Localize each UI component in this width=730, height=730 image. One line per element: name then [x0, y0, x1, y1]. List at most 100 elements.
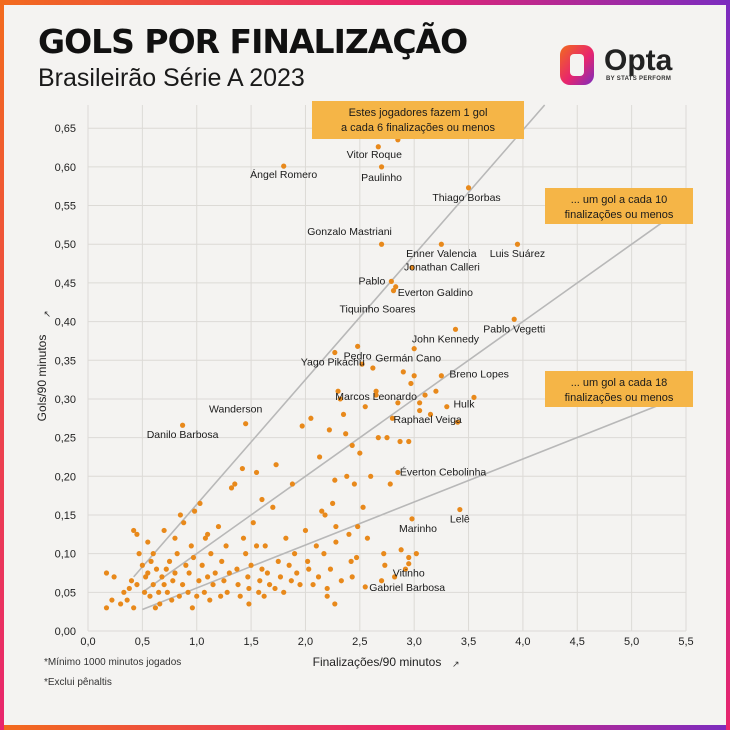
data-point: [259, 566, 265, 572]
labeled-data-point: [355, 343, 361, 349]
data-point: [378, 578, 385, 584]
data-point: [400, 369, 406, 375]
y-tick-label: 0,05: [55, 587, 76, 599]
data-point: [364, 535, 371, 541]
x-tick-label: 0,0: [80, 636, 95, 648]
data-point: [111, 574, 117, 580]
x-tick-label: 5,0: [624, 636, 639, 648]
data-point: [337, 396, 343, 402]
reference-line: [141, 204, 687, 593]
data-point: [321, 551, 327, 557]
data-point: [283, 535, 289, 541]
data-point: [145, 570, 151, 576]
data-point: [210, 581, 216, 588]
labeled-data-point: [281, 163, 287, 169]
data-point: [327, 566, 334, 572]
data-point: [277, 574, 284, 580]
labeled-data-point: [406, 561, 412, 567]
data-point: [370, 365, 376, 371]
data-point: [411, 373, 417, 379]
x-tick-label: 5,5: [678, 636, 693, 648]
data-point: [164, 589, 170, 595]
y-tick-label: 0,65: [55, 123, 76, 135]
player-label: Wanderson: [209, 404, 262, 416]
chart-subtitle: Brasileirão Série A 2023: [38, 64, 305, 92]
data-point: [202, 535, 209, 541]
data-point: [141, 589, 148, 595]
data-point: [170, 578, 176, 584]
data-point: [234, 566, 240, 572]
data-point: [387, 481, 393, 487]
data-point: [232, 481, 238, 487]
data-point: [219, 558, 225, 564]
data-point: [266, 581, 273, 588]
data-point: [259, 496, 265, 503]
data-point: [126, 585, 132, 592]
data-point: [224, 589, 230, 595]
player-label: Tiquinho Soares: [339, 304, 415, 316]
data-point: [316, 454, 323, 460]
data-point: [398, 547, 404, 553]
y-tick-label: 0,10: [55, 549, 76, 561]
data-point: [333, 523, 339, 530]
player-label: Raphael Veiga: [393, 414, 461, 426]
y-axis-label: Gols/90 minutos: [35, 335, 49, 422]
data-point: [253, 543, 260, 549]
labeled-data-point: [457, 506, 463, 513]
data-point: [196, 578, 202, 584]
reference-line: [142, 393, 687, 611]
callout-text: finalizações ou menos: [565, 392, 674, 404]
data-point: [188, 543, 194, 549]
data-point: [152, 605, 159, 611]
data-point: [291, 551, 298, 557]
data-point: [294, 570, 300, 576]
labeled-data-point: [393, 284, 399, 290]
labeled-data-point: [471, 394, 477, 400]
x-tick-label: 2,5: [352, 636, 367, 648]
data-point: [264, 570, 270, 576]
data-point: [235, 581, 241, 588]
y-tick-label: 0,25: [55, 433, 76, 445]
y-tick-label: 0,35: [55, 355, 76, 367]
data-point: [128, 578, 135, 584]
data-point: [156, 589, 162, 595]
player-label: Marcos Leonardo: [335, 391, 417, 403]
data-point: [239, 465, 245, 472]
player-label: Marinho: [399, 523, 437, 535]
labeled-data-point: [332, 349, 338, 356]
x-tick-label: 4,5: [570, 636, 585, 648]
labeled-data-point: [511, 316, 517, 322]
labeled-data-point: [243, 421, 249, 427]
data-point: [172, 570, 178, 576]
y-tick-label: 0,00: [55, 626, 76, 638]
data-point: [281, 589, 287, 595]
data-point: [340, 411, 347, 418]
data-point: [172, 535, 178, 541]
player-label: Everton Galdino: [398, 287, 473, 299]
brand-name: Opta: [604, 44, 673, 77]
bottom-gradient-border: [0, 725, 730, 730]
data-point: [362, 404, 368, 410]
data-point: [163, 566, 169, 572]
labeled-data-point: [373, 388, 379, 394]
labeled-data-point: [438, 241, 444, 247]
labeled-data-point: [395, 469, 401, 476]
player-label: Hulk: [453, 398, 475, 410]
data-point: [353, 554, 360, 561]
labeled-data-point: [438, 373, 444, 379]
data-point: [176, 593, 182, 599]
data-point: [402, 566, 409, 572]
player-label: Jonathan Calleri: [404, 261, 480, 273]
data-point: [143, 574, 149, 580]
data-point: [181, 520, 187, 526]
data-point: [185, 589, 191, 595]
data-point: [197, 500, 203, 506]
data-point: [246, 601, 252, 607]
data-point: [359, 361, 365, 367]
data-point: [191, 508, 198, 514]
footnote-minutes: *Mínimo 1000 minutos jogados: [44, 657, 182, 668]
chart-title: GOLS POR FINALIZAÇÃO: [38, 22, 468, 61]
data-point: [308, 415, 314, 421]
player-label: Gabriel Barbosa: [369, 582, 445, 594]
callout-text: finalizações ou menos: [565, 209, 674, 221]
